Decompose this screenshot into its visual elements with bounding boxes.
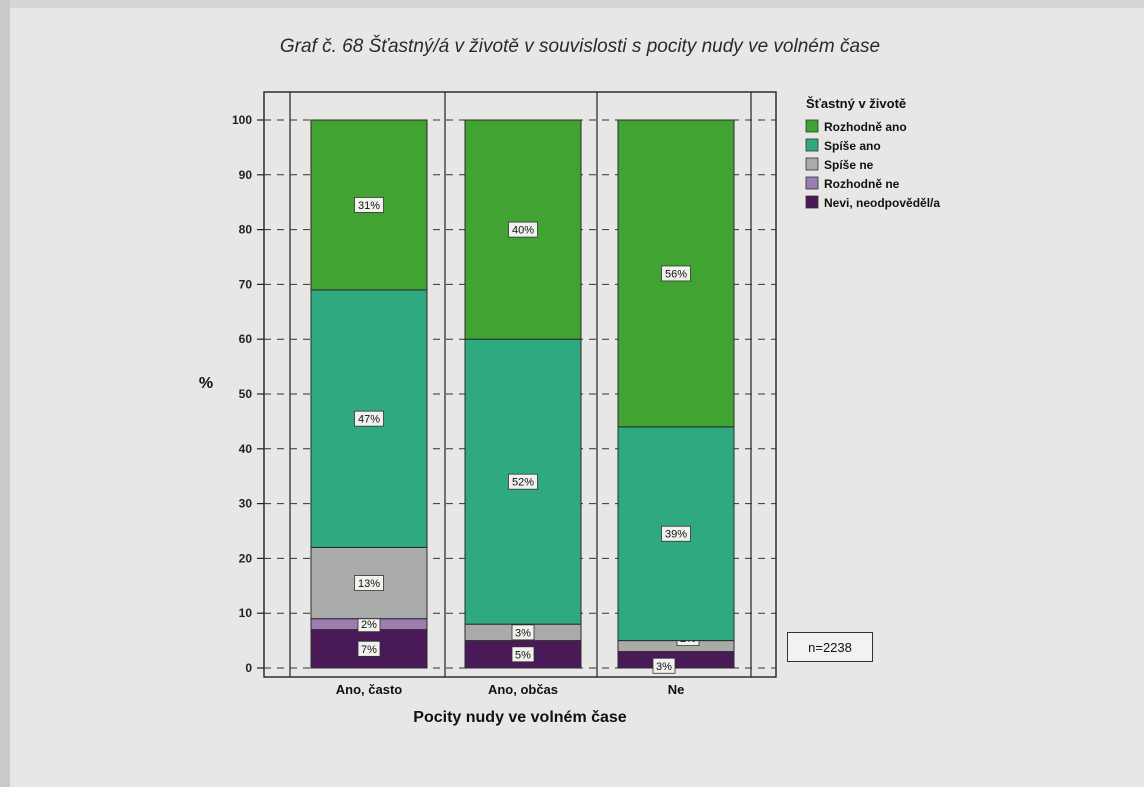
y-tick-label: 20 [239, 551, 253, 565]
y-tick-label: 60 [239, 332, 253, 346]
data-label: 7% [361, 644, 377, 656]
data-label-box [354, 410, 384, 427]
y-tick-label: 70 [239, 277, 253, 291]
legend-swatch-2 [805, 157, 819, 171]
sample-size-box: n=2238 [787, 632, 873, 662]
data-label: 56% [665, 268, 687, 280]
data-label: 31% [358, 200, 380, 212]
legend-label: Rozhodně ne [824, 177, 900, 191]
x-axis-title: Pocity nudy ve volném čase [413, 709, 627, 726]
data-label: 2% [361, 619, 377, 631]
data-label: 40% [512, 225, 534, 237]
page-edge-top [0, 0, 1144, 8]
legend-label: Spíše ne [824, 158, 874, 172]
data-label-box [354, 197, 384, 213]
data-label: 5% [515, 649, 531, 661]
bar-segment-2-0 [617, 651, 735, 669]
legend-label: Spíše ano [824, 139, 881, 153]
data-label-box [652, 657, 676, 674]
chart-title: Graf č. 68 Šťastný/á v životě v souvislo… [279, 36, 881, 57]
legend-swatch-4 [805, 195, 819, 209]
data-label: 3% [656, 661, 672, 673]
y-tick-label: 90 [239, 168, 253, 182]
y-axis-title: % [199, 375, 213, 392]
bar-segment-1-3 [464, 338, 582, 625]
legend-swatch-1 [805, 138, 819, 152]
data-label-box [511, 646, 535, 663]
legend-label: Nevi, neodpověděl/a [824, 196, 940, 210]
data-label-box [511, 624, 535, 641]
x-tick-label: Ne [668, 682, 685, 697]
data-label: 39% [665, 529, 687, 541]
data-label: 47% [358, 414, 380, 426]
data-label-box [508, 473, 538, 490]
y-tick-label: 0 [245, 661, 252, 675]
legend-title: Šťastný v životě [806, 96, 906, 111]
data-label-box [661, 525, 691, 542]
legend-swatch-3 [805, 176, 819, 190]
legend-swatch-0 [805, 119, 819, 133]
data-label-box [508, 221, 538, 238]
y-tick-label: 30 [239, 497, 253, 511]
data-label-box [354, 575, 384, 591]
y-tick-label: 50 [239, 387, 253, 401]
data-label: 13% [358, 578, 380, 590]
y-tick-label: 80 [239, 223, 253, 237]
legend-label: Rozhodně ano [824, 120, 907, 134]
page-edge-left [0, 0, 10, 787]
bar-segment-2-2 [617, 640, 735, 653]
data-label-box [661, 265, 691, 282]
x-tick-label: Ano, často [336, 682, 403, 697]
y-tick-label: 100 [232, 113, 252, 127]
data-label-box [357, 640, 381, 657]
y-tick-label: 10 [239, 606, 253, 620]
y-tick-label: 40 [239, 442, 253, 456]
x-tick-label: Ano, občas [488, 682, 558, 697]
data-label: 52% [512, 477, 534, 489]
plot-frame [263, 91, 777, 678]
data-label: 3% [515, 627, 531, 639]
